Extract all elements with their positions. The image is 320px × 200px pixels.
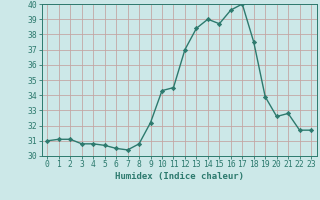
X-axis label: Humidex (Indice chaleur): Humidex (Indice chaleur) — [115, 172, 244, 181]
